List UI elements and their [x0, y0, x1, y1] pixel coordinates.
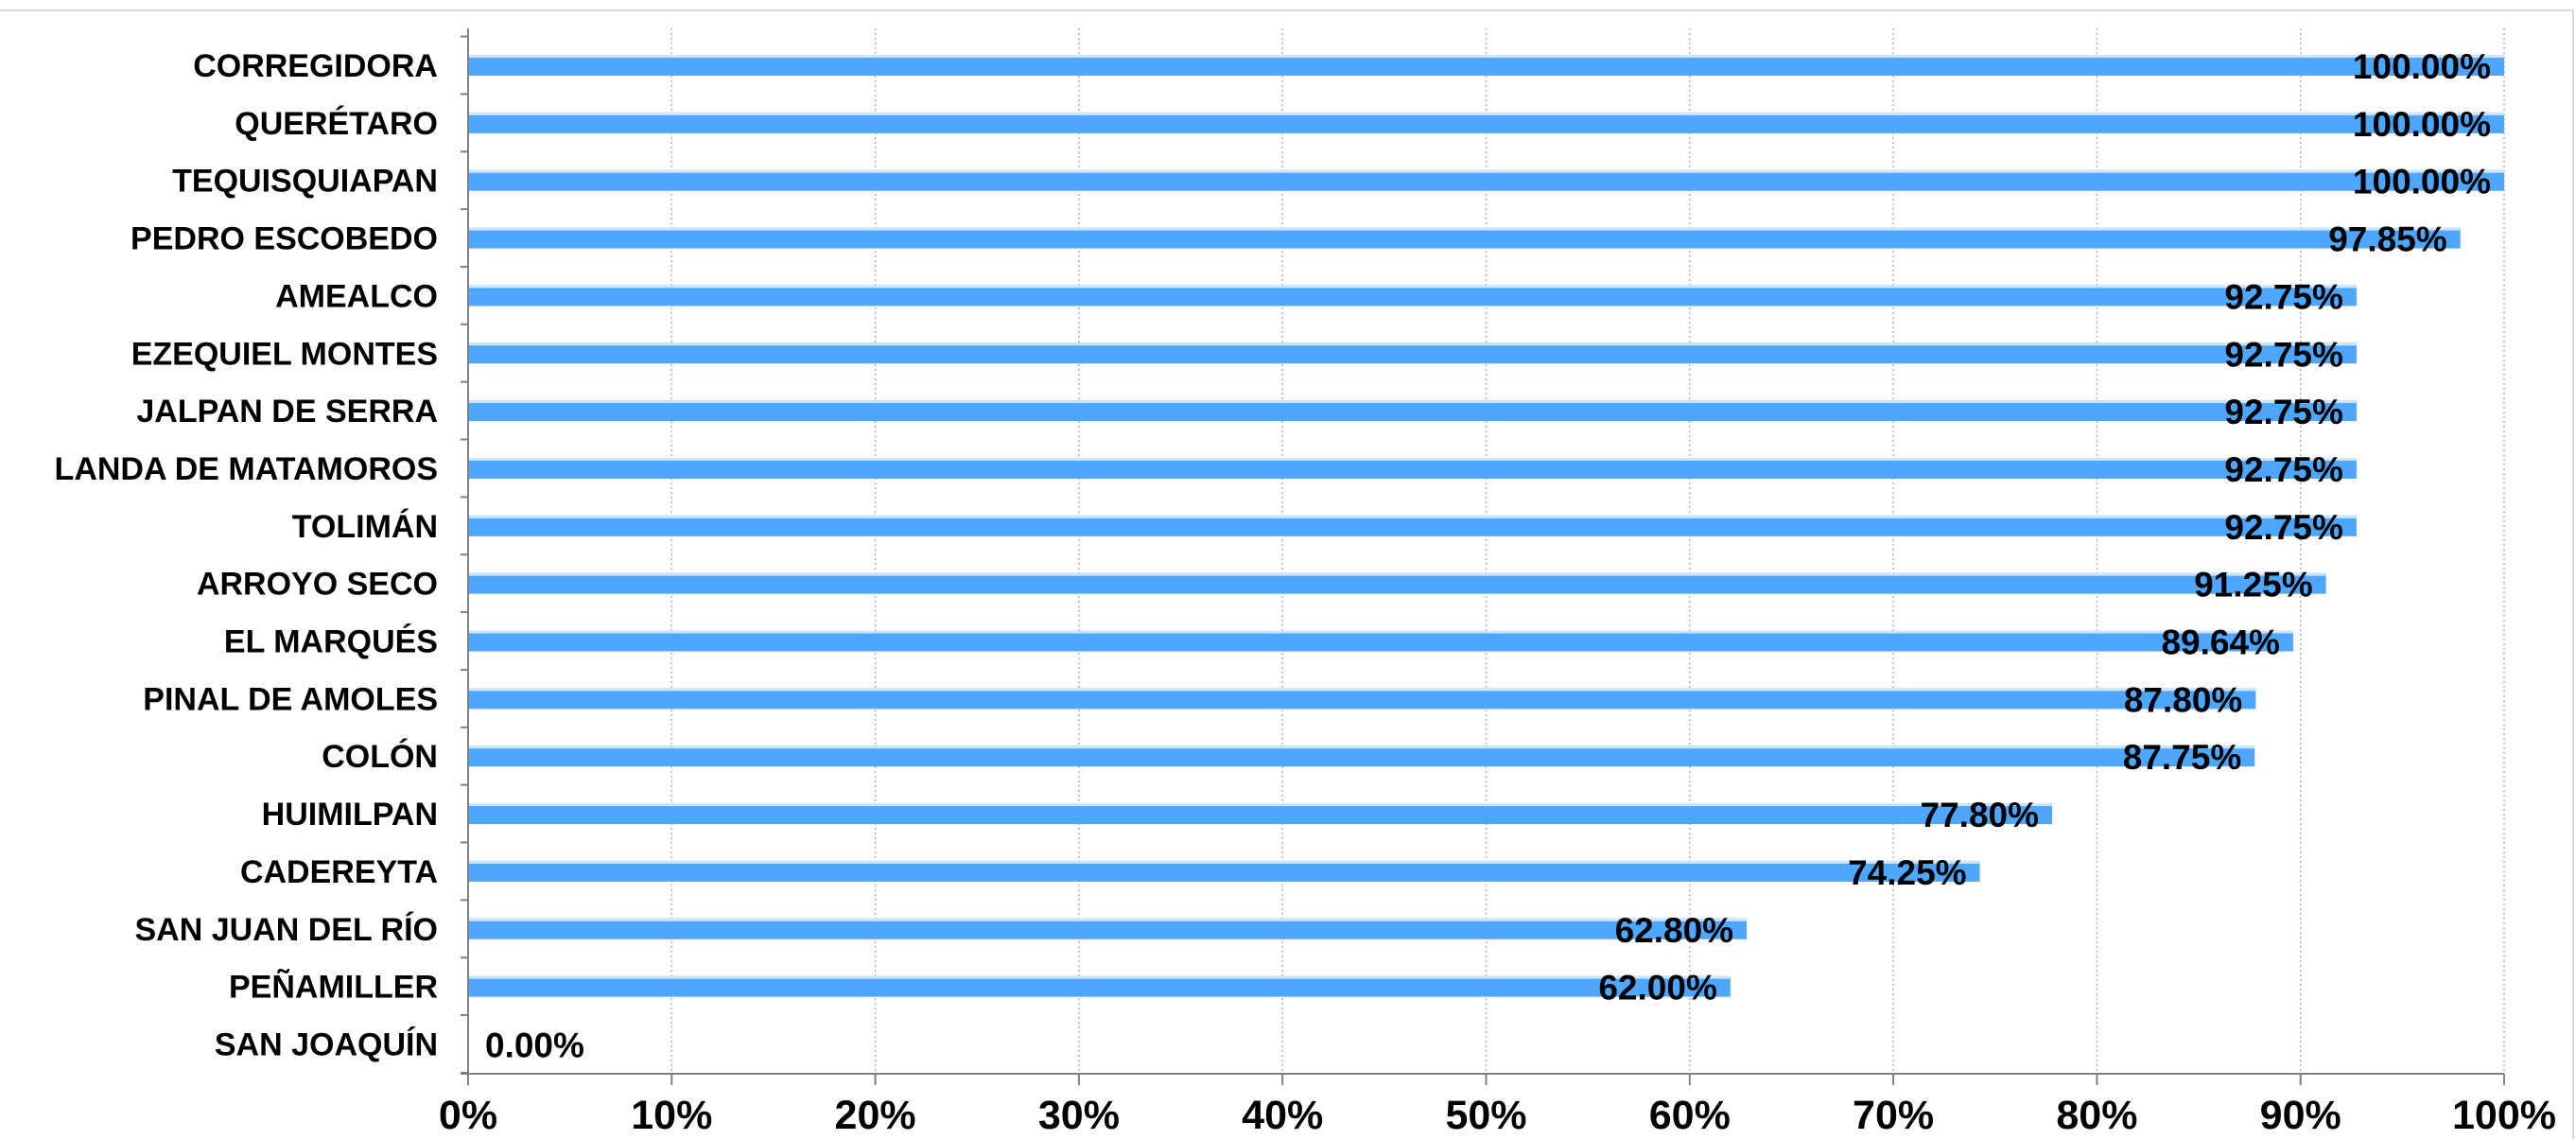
- value-label-tequisquiapan: 100.00%: [2353, 163, 2491, 202]
- bar-highlight-el-marques: [468, 630, 2293, 634]
- category-label-jalpan-de-serra: JALPAN DE SERRA: [136, 394, 438, 430]
- bars: [468, 55, 2504, 997]
- bar-highlight-ezequiel-montes: [468, 342, 2357, 346]
- bar-arroyo-seco: [468, 572, 2326, 594]
- x-tick-label: 30%: [1038, 1093, 1120, 1138]
- value-label-pinal-de-amoles: 87.80%: [2124, 680, 2243, 719]
- bar-highlight-amealco: [468, 285, 2357, 289]
- chart-frame: [0, 9, 2574, 1139]
- bar-san-juan-del-rio: [468, 918, 1748, 939]
- bar-pedro-escobedo: [468, 227, 2461, 249]
- x-tick-label: 10%: [631, 1093, 712, 1138]
- bar-highlight-huimilpan: [468, 803, 2053, 807]
- bar-highlight-queretaro: [468, 112, 2504, 115]
- value-label-san-juan-del-rio: 62.80%: [1615, 911, 1734, 950]
- category-label-colon: COLÓN: [322, 739, 438, 775]
- bar-highlight-pedro-escobedo: [468, 227, 2461, 231]
- value-label-colon: 87.75%: [2123, 738, 2242, 777]
- bar-highlight-penamiller: [468, 975, 1731, 979]
- bar-highlight-landa-de-matamoros: [468, 457, 2357, 461]
- bar-highlight-jalpan-de-serra: [468, 400, 2357, 404]
- category-label-el-marques: EL MARQUÉS: [224, 624, 438, 660]
- category-label-corregidora: CORREGIDORA: [193, 48, 438, 84]
- value-label-cadereyta: 74.25%: [1848, 853, 1967, 892]
- bar-pinal-de-amoles: [468, 688, 2256, 710]
- value-label-jalpan-de-serra: 92.75%: [2224, 393, 2343, 431]
- value-label-corregidora: 100.00%: [2353, 47, 2491, 86]
- value-label-ezequiel-montes: 92.75%: [2224, 335, 2343, 374]
- value-label-queretaro: 100.00%: [2353, 105, 2491, 144]
- x-tick-label: 100%: [2452, 1093, 2556, 1138]
- x-tick-label: 0%: [439, 1093, 497, 1138]
- bar-landa-de-matamoros: [468, 457, 2357, 479]
- bar-highlight-cadereyta: [468, 860, 1980, 864]
- bar-ezequiel-montes: [468, 342, 2357, 364]
- category-label-pedro-escobedo: PEDRO ESCOBEDO: [131, 221, 438, 257]
- category-label-queretaro: QUERÉTARO: [235, 106, 438, 142]
- category-label-tequisquiapan: TEQUISQUIAPAN: [172, 164, 438, 200]
- bar-corregidora: [468, 55, 2504, 76]
- category-label-landa-de-matamoros: LANDA DE MATAMOROS: [55, 451, 438, 487]
- value-label-landa-de-matamoros: 92.75%: [2224, 450, 2343, 489]
- value-label-san-joaquin: 0.00%: [485, 1026, 584, 1064]
- bar-amealco: [468, 285, 2357, 307]
- category-label-ezequiel-montes: EZEQUIEL MONTES: [131, 336, 438, 372]
- bar-jalpan-de-serra: [468, 400, 2357, 422]
- bar-toliman: [468, 515, 2357, 536]
- x-tick-label: 20%: [835, 1093, 916, 1138]
- x-tick-label: 60%: [1649, 1093, 1731, 1138]
- bar-tequisquiapan: [468, 169, 2504, 191]
- x-tick-label: 80%: [2056, 1093, 2137, 1138]
- labels: 0% 10% 20% 30% 40% 50% 60% 70% 80% 90% 100% CORREGI…: [55, 47, 2556, 1138]
- bar-highlight-corregidora: [468, 55, 2504, 58]
- category-label-arroyo-seco: ARROYO SECO: [197, 567, 438, 603]
- value-label-arroyo-seco: 91.25%: [2194, 566, 2313, 605]
- bar-el-marques: [468, 630, 2293, 652]
- value-label-penamiller: 62.00%: [1598, 969, 1717, 1008]
- category-label-penamiller: PEÑAMILLER: [229, 970, 438, 1006]
- bar-cadereyta: [468, 860, 1980, 882]
- x-tick-label: 50%: [1445, 1093, 1526, 1138]
- bar-highlight-pinal-de-amoles: [468, 688, 2256, 692]
- category-label-san-juan-del-rio: SAN JUAN DEL RÍO: [134, 912, 438, 948]
- bar-queretaro: [468, 112, 2504, 133]
- bar-penamiller: [468, 975, 1731, 997]
- bar-colon: [468, 745, 2255, 767]
- value-label-toliman: 92.75%: [2224, 508, 2343, 547]
- x-tick-label: 40%: [1242, 1093, 1323, 1138]
- x-tick-label: 70%: [1853, 1093, 1934, 1138]
- bar-highlight-toliman: [468, 515, 2357, 518]
- bar-huimilpan: [468, 803, 2053, 825]
- bar-highlight-tequisquiapan: [468, 169, 2504, 173]
- bar-highlight-arroyo-seco: [468, 572, 2326, 576]
- category-label-pinal-de-amoles: PINAL DE AMOLES: [143, 681, 438, 717]
- category-label-cadereyta: CADEREYTA: [240, 854, 438, 890]
- bar-highlight-san-juan-del-rio: [468, 918, 1748, 921]
- bar-highlight-colon: [468, 745, 2255, 749]
- value-label-el-marques: 89.64%: [2161, 623, 2280, 662]
- category-label-toliman: TOLIMÁN: [292, 509, 438, 545]
- category-label-amealco: AMEALCO: [275, 278, 438, 314]
- axes: [461, 28, 2505, 1085]
- category-label-huimilpan: HUIMILPAN: [262, 797, 438, 833]
- gridlines: [670, 28, 2505, 1074]
- value-label-amealco: 92.75%: [2224, 277, 2343, 316]
- category-label-san-joaquin: SAN JOAQUÍN: [215, 1026, 438, 1062]
- value-label-pedro-escobedo: 97.85%: [2328, 220, 2447, 259]
- value-label-huimilpan: 77.80%: [1921, 796, 2040, 834]
- x-tick-label: 90%: [2260, 1093, 2341, 1138]
